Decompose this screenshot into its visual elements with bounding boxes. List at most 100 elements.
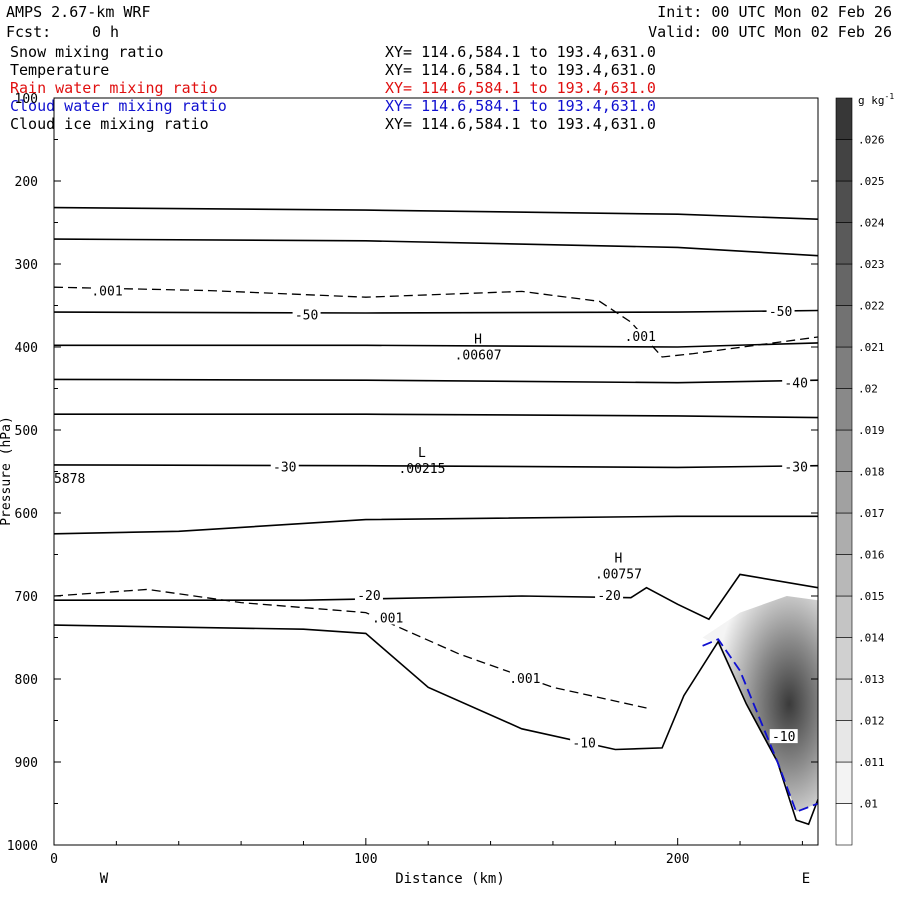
- colorbar-cell: [835, 429, 853, 472]
- colorbar-cell: [835, 471, 853, 514]
- extremum-value: .00607: [455, 348, 502, 363]
- terrain-line: [54, 624, 818, 826]
- colorbar-cell: [835, 388, 853, 431]
- contour-label-bg: [354, 588, 383, 602]
- mixing-ratio-isopleth: [54, 286, 818, 358]
- contour-label-bg: [570, 735, 599, 750]
- isotherm-line: [54, 515, 818, 535]
- y-tick-label: 1000: [7, 839, 38, 854]
- init-time: Init: 00 UTC Mon 02 Feb 26: [657, 3, 892, 21]
- x-end-label-left: W: [100, 871, 109, 887]
- field-name: Snow mixing ratio: [10, 43, 164, 61]
- isotherm-line: [54, 378, 818, 384]
- extremum-value: .00215: [398, 462, 445, 477]
- y-tick-label: 500: [15, 424, 38, 439]
- forecast-value: 0 h: [92, 23, 120, 41]
- isotherm-label: -40: [784, 377, 807, 392]
- contour-label-bg: [782, 375, 811, 390]
- colorbar-cell: [835, 305, 853, 348]
- contour-label-bg: [270, 459, 299, 474]
- isotherm-line: [54, 464, 818, 469]
- field-xy: XY= 114.6,584.1 to 193.4,631.0: [385, 43, 656, 61]
- field-xy: XY= 114.6,584.1 to 193.4,631.0: [385, 61, 656, 79]
- colorbar-cell: [835, 720, 853, 763]
- mixing-ratio-label: .001: [372, 611, 403, 626]
- colorbar-cell: [835, 139, 853, 182]
- colorbar-label: .019: [858, 424, 885, 437]
- colorbar-cell: [835, 678, 853, 721]
- colorbar-cell: [835, 222, 853, 265]
- contour-label-bg: [292, 307, 321, 322]
- colorbar-cell: [835, 761, 853, 804]
- y-tick-label: 300: [15, 258, 38, 273]
- contour-label-bg: [595, 588, 624, 602]
- mixing-ratio-label: .001: [509, 672, 540, 687]
- colorbar-label: .026: [858, 134, 885, 147]
- colorbar-unit-exponent: -1: [885, 92, 895, 101]
- isotherm-line: [54, 342, 818, 348]
- field-name: Temperature: [10, 61, 110, 79]
- isotherm-label: -20: [357, 589, 380, 604]
- colorbar-cell: [835, 97, 853, 140]
- cloud-shading: [702, 596, 818, 812]
- isotherm-line: [54, 413, 818, 419]
- isotherm-label: -10: [772, 730, 795, 745]
- colorbar-cell: [835, 803, 853, 846]
- field-xy: XY= 114.6,584.1 to 193.4,631.0: [385, 97, 656, 115]
- colorbar-label: .012: [858, 715, 885, 728]
- colorbar-label: .011: [858, 756, 885, 769]
- isotherm-label: -10: [572, 737, 595, 752]
- x-end-label-right: E: [802, 871, 810, 887]
- contour-label-bg: [509, 671, 540, 685]
- field-name: Cloud water mixing ratio: [10, 97, 227, 115]
- x-tick-label: 0: [50, 852, 58, 867]
- contour-label-bg: [782, 459, 811, 474]
- cloud-water-contour: [702, 638, 818, 813]
- colorbar-label: .018: [858, 466, 885, 479]
- edge-value-label: 5878: [54, 472, 85, 487]
- field-name: Cloud ice mixing ratio: [10, 115, 209, 133]
- isotherm-label: -30: [273, 460, 296, 475]
- contour-label-bg: [372, 610, 403, 625]
- colorbar-label: .015: [858, 590, 885, 603]
- colorbar-label: .013: [858, 673, 885, 686]
- contour-label-bg: [92, 283, 123, 298]
- isotherm-line: [54, 309, 818, 314]
- contour-label-bg: [625, 329, 656, 344]
- isotherm-label: -30: [784, 460, 807, 475]
- colorbar-cell: [835, 346, 853, 389]
- y-axis-title: Pressure (hPa): [0, 416, 14, 526]
- colorbar-label: .017: [858, 507, 885, 520]
- isotherm-label: -50: [295, 308, 318, 323]
- isotherm-line: [54, 238, 818, 257]
- isotherm-line: [54, 206, 818, 220]
- colorbar-cell: [835, 595, 853, 638]
- colorbar-label: .025: [858, 175, 885, 188]
- colorbar-cell: [835, 263, 853, 306]
- contour-label-bg: [769, 729, 798, 744]
- extremum-mark: L: [418, 446, 426, 461]
- isotherm-label: -50: [769, 305, 792, 320]
- isotherm-label: -20: [597, 589, 620, 604]
- y-tick-label: 100: [15, 92, 38, 107]
- x-axis-title: Distance (km): [395, 871, 505, 887]
- model-title: AMPS 2.67-km WRF: [6, 3, 151, 21]
- y-tick-label: 700: [15, 590, 38, 605]
- colorbar-label: .016: [858, 549, 885, 562]
- colorbar-label: .023: [858, 258, 885, 271]
- contour-label-bg: [766, 304, 795, 319]
- mixing-ratio-isopleth: [54, 588, 647, 709]
- field-xy: XY= 114.6,584.1 to 193.4,631.0: [385, 115, 656, 133]
- colorbar-unit: g kg-1: [858, 92, 894, 107]
- mixing-ratio-label: .001: [91, 284, 122, 299]
- colorbar-cell: [835, 637, 853, 680]
- extremum-value: .00757: [595, 567, 642, 582]
- colorbar-cell: [835, 554, 853, 597]
- y-tick-label: 800: [15, 673, 38, 688]
- y-tick-label: 900: [15, 756, 38, 771]
- mixing-ratio-label: .001: [625, 330, 656, 345]
- colorbar-label: .01: [858, 798, 878, 811]
- colorbar-cell: [835, 180, 853, 223]
- y-tick-label: 200: [15, 175, 38, 190]
